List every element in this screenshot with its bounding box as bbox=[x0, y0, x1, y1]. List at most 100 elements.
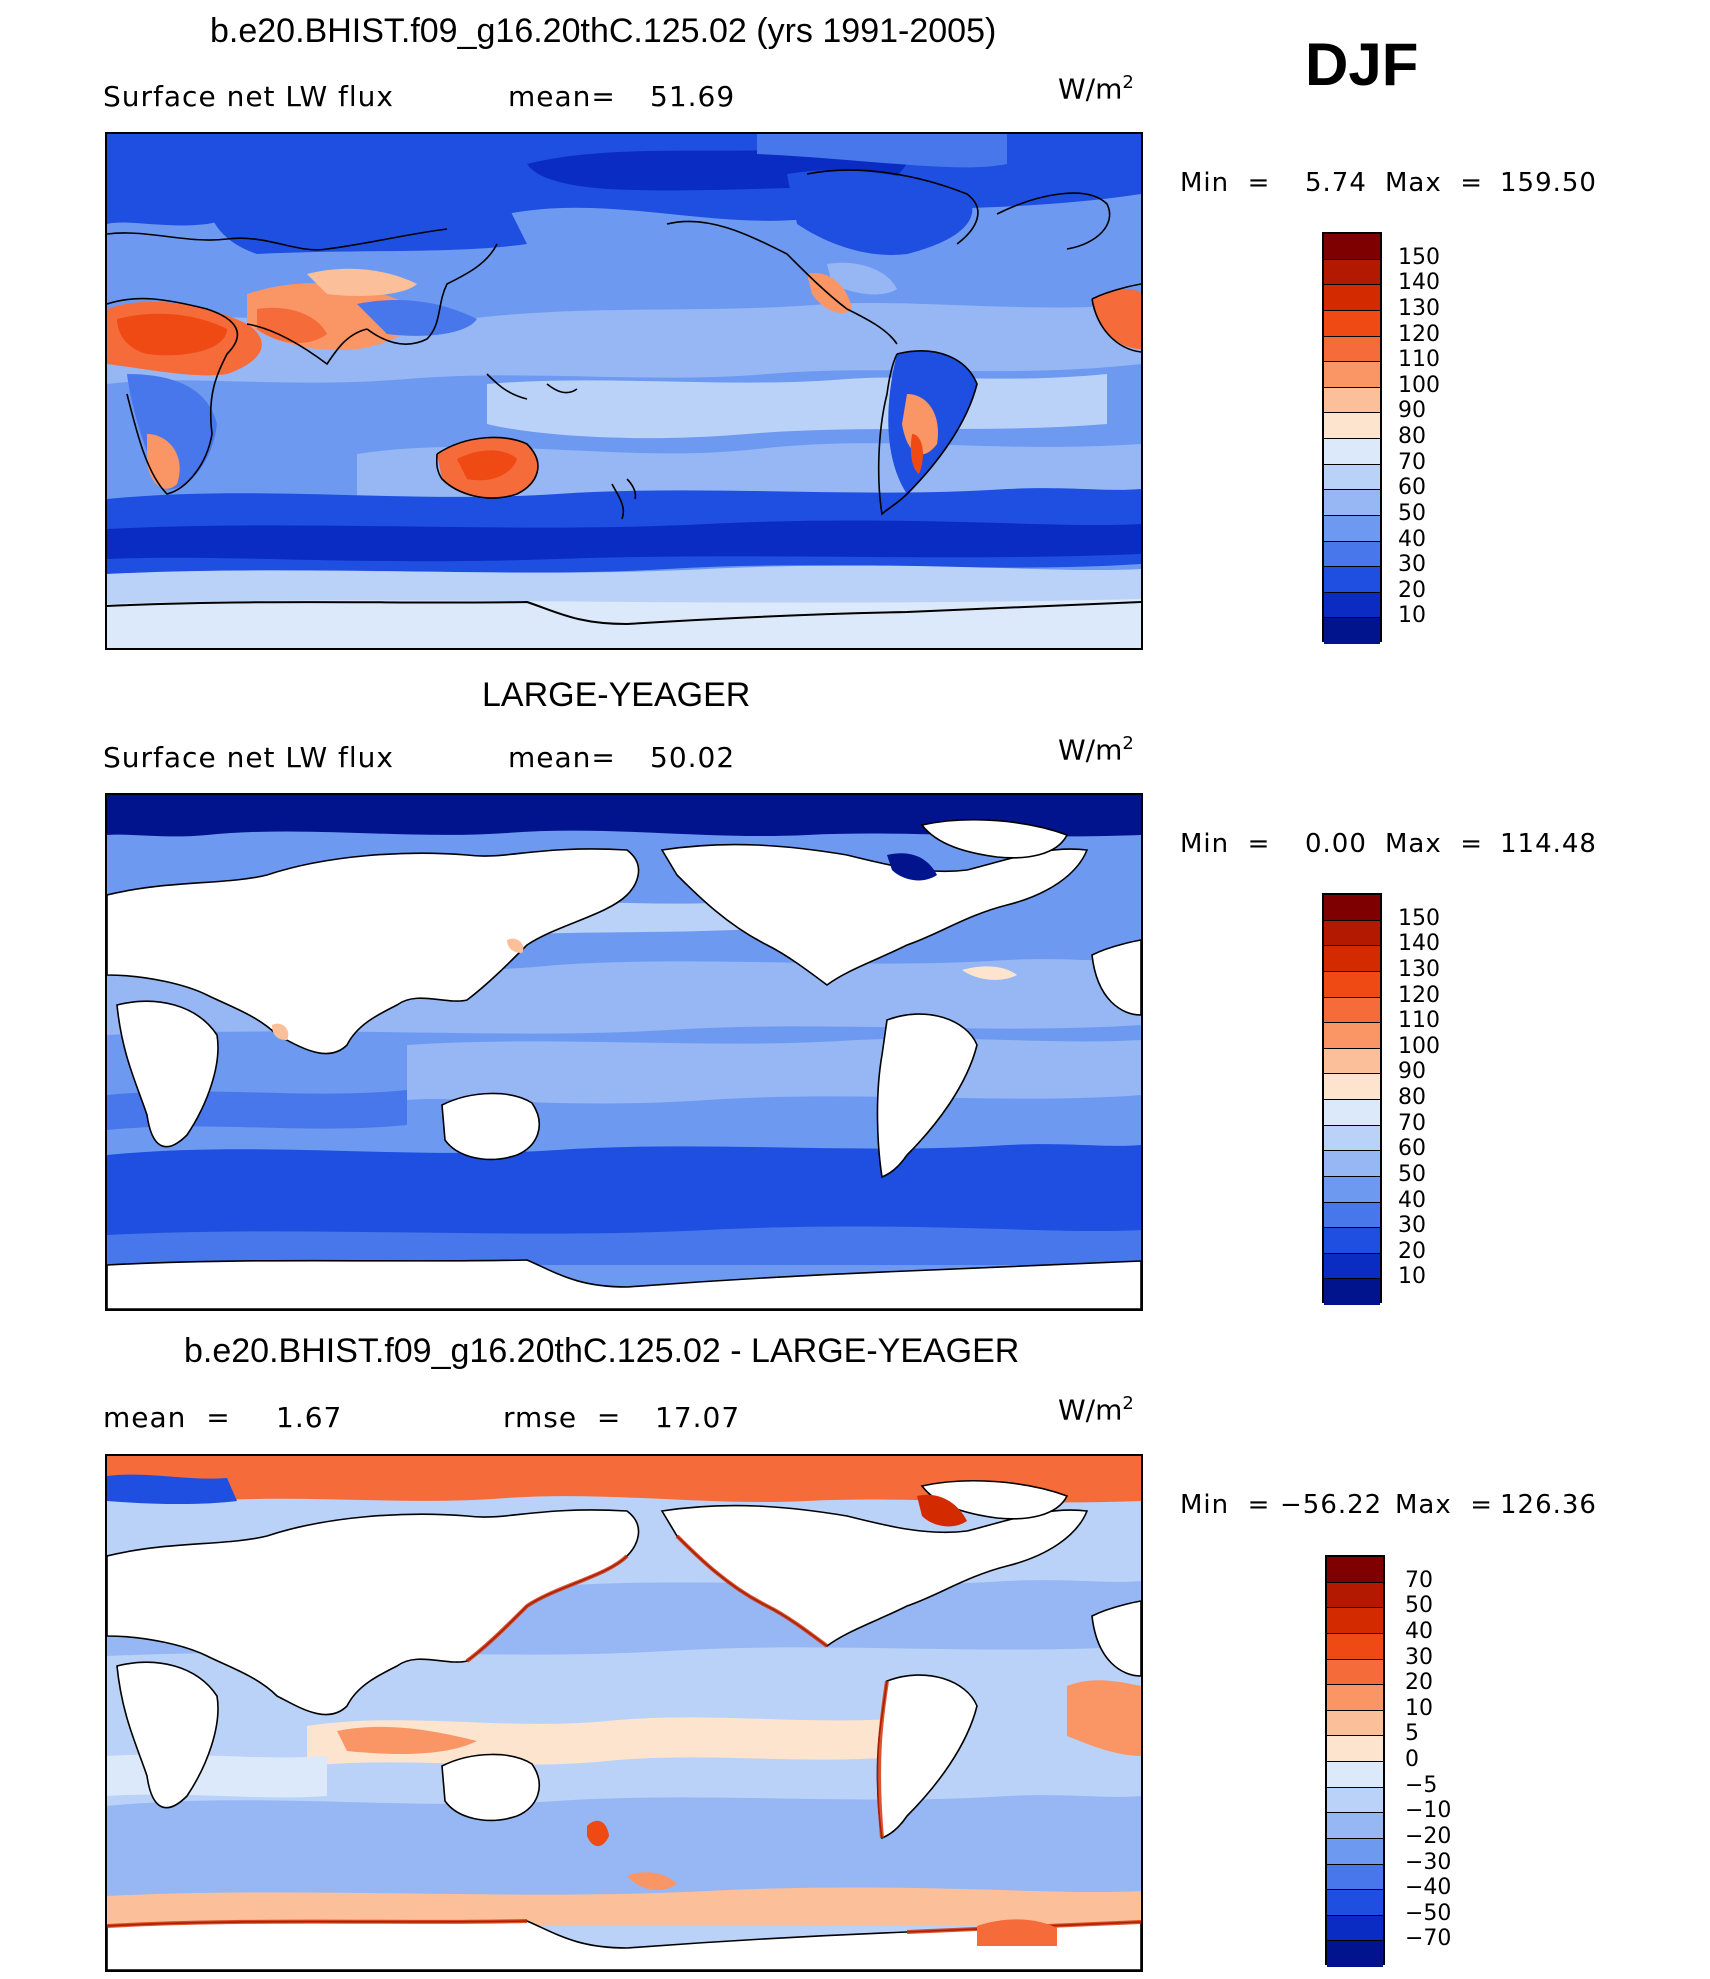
colorbar-tick-label: 120 bbox=[1398, 982, 1440, 1008]
panel3-title: b.e20.BHIST.f09_g16.20thC.125.02 - LARGE… bbox=[184, 1332, 1020, 1370]
colorbar-tick-label: 80 bbox=[1398, 1085, 1426, 1110]
colorbar-tick-label: 150 bbox=[1398, 244, 1440, 270]
colorbar-swatch bbox=[1324, 1048, 1380, 1075]
colorbar-tick-label: −20 bbox=[1405, 1823, 1452, 1849]
panel3-units: W/m2 bbox=[1058, 1393, 1134, 1427]
colorbar-swatch bbox=[1324, 362, 1380, 388]
colorbar-swatch bbox=[1324, 618, 1380, 644]
colorbar-swatch bbox=[1324, 285, 1380, 311]
colorbar-swatch bbox=[1324, 592, 1380, 619]
colorbar-swatch bbox=[1327, 1582, 1383, 1609]
panel1-title: b.e20.BHIST.f09_g16.20thC.125.02 (yrs 19… bbox=[210, 12, 997, 50]
colorbar-tick-label: 0 bbox=[1405, 1747, 1419, 1772]
colorbar-tick-label: 30 bbox=[1398, 1213, 1426, 1239]
colorbar-swatch bbox=[1324, 920, 1380, 947]
panel1-min-value: 5.74 bbox=[1305, 168, 1367, 198]
panel1-mean-value: 51.69 bbox=[650, 80, 736, 113]
colorbar-swatch bbox=[1324, 413, 1380, 439]
colorbar-swatch bbox=[1327, 1838, 1383, 1865]
colorbar-tick-label: −70 bbox=[1405, 1926, 1452, 1952]
colorbar-swatch bbox=[1324, 541, 1380, 568]
colorbar-swatch bbox=[1327, 1608, 1383, 1634]
panel1-map bbox=[105, 132, 1143, 650]
colorbar-tick-label: 50 bbox=[1405, 1593, 1433, 1619]
colorbar-tick-label: 30 bbox=[1398, 552, 1426, 578]
panel1-max-value: 159.50 bbox=[1500, 168, 1597, 198]
colorbar-swatch bbox=[1327, 1762, 1383, 1788]
panel1-mean-label: mean= bbox=[508, 80, 616, 113]
colorbar-swatch bbox=[1327, 1890, 1383, 1916]
panel3-colorbar bbox=[1325, 1555, 1385, 1967]
colorbar-swatch bbox=[1324, 1202, 1380, 1229]
colorbar-tick-label: 140 bbox=[1398, 270, 1440, 296]
colorbar-swatch bbox=[1324, 895, 1380, 921]
colorbar-tick-label: 40 bbox=[1398, 526, 1426, 552]
colorbar-tick-label: 150 bbox=[1398, 905, 1440, 931]
panel3-min-value: −56.22 bbox=[1280, 1490, 1383, 1520]
colorbar-tick-label: 100 bbox=[1398, 372, 1440, 398]
panel3-mean-label: mean = bbox=[103, 1401, 231, 1434]
colorbar-tick-label: 60 bbox=[1398, 475, 1426, 501]
panel1-min-label: Min = bbox=[1180, 168, 1271, 198]
panel2-min-label: Min = bbox=[1180, 829, 1271, 859]
colorbar-swatch bbox=[1327, 1685, 1383, 1711]
colorbar-tick-label: 80 bbox=[1398, 424, 1426, 449]
colorbar-swatch bbox=[1324, 1151, 1380, 1177]
colorbar-tick-label: 50 bbox=[1398, 1161, 1426, 1187]
colorbar-tick-label: 110 bbox=[1398, 347, 1440, 373]
colorbar-swatch bbox=[1324, 1074, 1380, 1100]
colorbar-swatch bbox=[1324, 259, 1380, 286]
colorbar-swatch bbox=[1327, 1736, 1383, 1762]
colorbar-swatch bbox=[1324, 490, 1380, 516]
colorbar-swatch bbox=[1324, 946, 1380, 972]
panel3-rmse-value: 17.07 bbox=[655, 1401, 741, 1434]
colorbar-swatch bbox=[1324, 464, 1380, 491]
colorbar-tick-label: −40 bbox=[1405, 1875, 1452, 1901]
colorbar-swatch bbox=[1324, 1125, 1380, 1152]
colorbar-tick-label: 70 bbox=[1398, 449, 1426, 475]
colorbar-swatch bbox=[1324, 234, 1380, 260]
colorbar-tick-label: 140 bbox=[1398, 931, 1440, 957]
colorbar-swatch bbox=[1324, 997, 1380, 1024]
panel2-units: W/m2 bbox=[1058, 733, 1134, 767]
colorbar-swatch bbox=[1327, 1813, 1383, 1839]
panel3-rmse-label: rmse = bbox=[503, 1401, 622, 1434]
colorbar-tick-label: 10 bbox=[1398, 1264, 1426, 1290]
colorbar-swatch bbox=[1327, 1941, 1383, 1967]
colorbar-swatch bbox=[1327, 1915, 1383, 1942]
panel2-title: LARGE-YEAGER bbox=[482, 676, 751, 714]
colorbar-swatch bbox=[1327, 1787, 1383, 1814]
colorbar-tick-label: 70 bbox=[1398, 1110, 1426, 1136]
colorbar-swatch bbox=[1327, 1710, 1383, 1737]
colorbar-swatch bbox=[1327, 1659, 1383, 1686]
panel1-colorbar bbox=[1322, 232, 1382, 644]
colorbar-swatch bbox=[1324, 515, 1380, 542]
colorbar-tick-label: −30 bbox=[1405, 1849, 1452, 1875]
colorbar-tick-label: 10 bbox=[1405, 1695, 1433, 1721]
colorbar-tick-label: 20 bbox=[1398, 577, 1426, 603]
colorbar-swatch bbox=[1324, 439, 1380, 465]
colorbar-tick-label: 70 bbox=[1405, 1567, 1433, 1593]
panel3-max-label: Max = bbox=[1395, 1490, 1494, 1520]
panel3-mean-value: 1.67 bbox=[276, 1401, 343, 1434]
colorbar-tick-label: 20 bbox=[1405, 1670, 1433, 1696]
colorbar-tick-label: 5 bbox=[1405, 1721, 1419, 1747]
season-label: DJF bbox=[1305, 31, 1419, 98]
colorbar-swatch bbox=[1324, 387, 1380, 414]
panel2-min-value: 0.00 bbox=[1305, 829, 1367, 859]
panel3-max-value: 126.36 bbox=[1500, 1490, 1597, 1520]
panel2-map bbox=[105, 793, 1143, 1311]
colorbar-tick-label: −5 bbox=[1405, 1772, 1438, 1798]
colorbar-swatch bbox=[1324, 1176, 1380, 1203]
colorbar-tick-label: 10 bbox=[1398, 603, 1426, 629]
colorbar-tick-label: 130 bbox=[1398, 956, 1440, 982]
colorbar-tick-label: 20 bbox=[1398, 1238, 1426, 1264]
panel3-map bbox=[105, 1454, 1143, 1972]
panel2-colorbar bbox=[1322, 893, 1382, 1305]
colorbar-tick-label: 90 bbox=[1398, 1059, 1426, 1085]
colorbar-swatch bbox=[1324, 1023, 1380, 1049]
colorbar-swatch bbox=[1324, 1253, 1380, 1280]
colorbar-tick-label: 100 bbox=[1398, 1033, 1440, 1059]
panel1-units: W/m2 bbox=[1058, 72, 1134, 106]
colorbar-tick-label: 110 bbox=[1398, 1008, 1440, 1034]
